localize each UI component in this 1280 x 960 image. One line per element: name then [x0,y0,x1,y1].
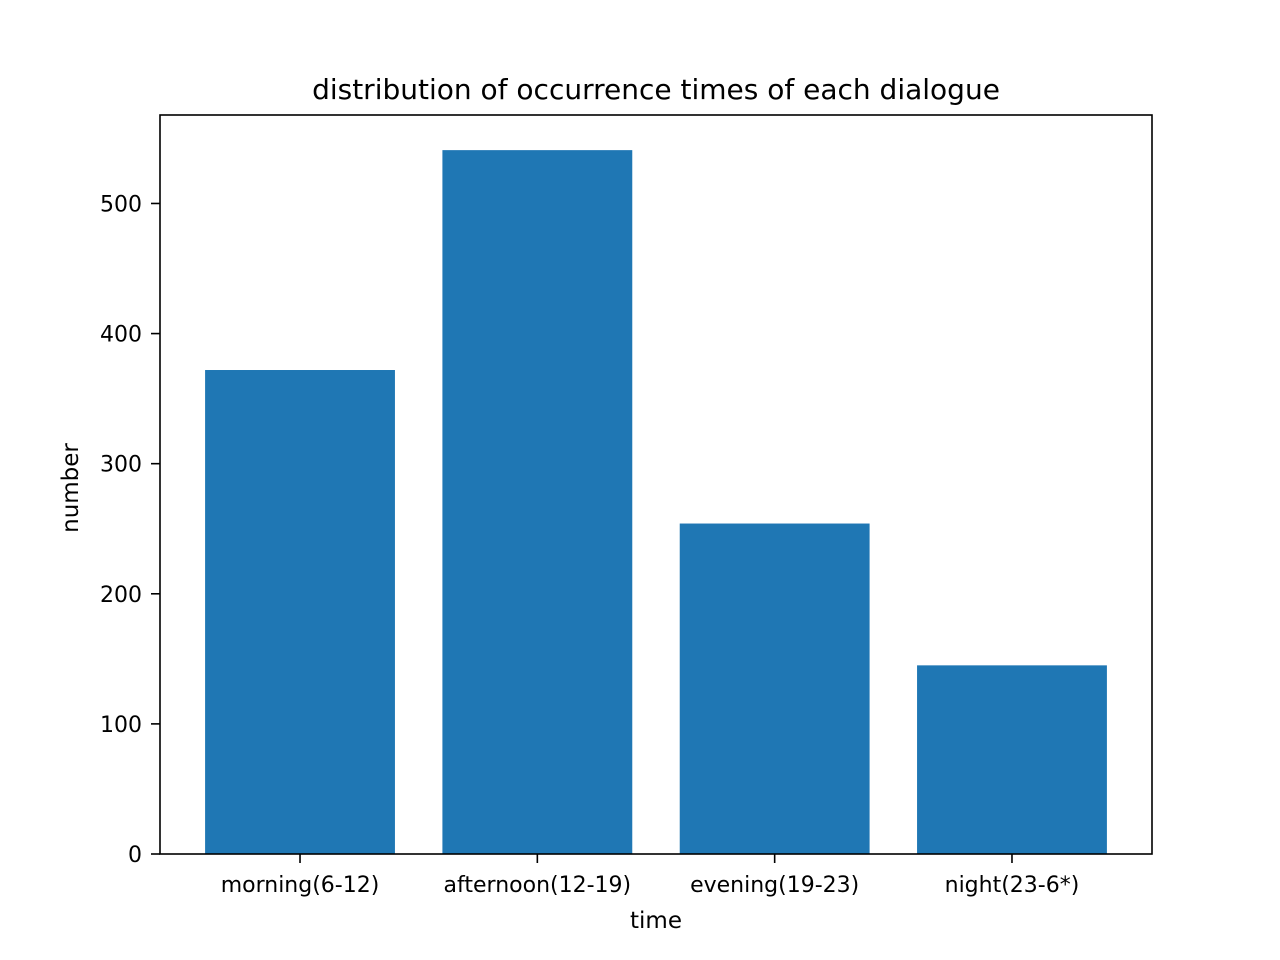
y-tick-label: 500 [100,192,142,217]
x-tick-label: afternoon(12-19) [444,873,632,898]
y-tick-label: 200 [100,583,142,608]
x-axis-label: time [630,908,682,934]
bar-morning-6-12 [205,370,395,854]
x-tick-label: morning(6-12) [221,873,380,898]
bar-evening-19-23 [679,523,870,854]
y-tick-label: 400 [100,323,142,348]
y-axis-label: number [58,443,84,533]
y-tick-label: 300 [100,453,142,478]
y-tick-label: 100 [100,713,142,738]
bars-layer [205,150,1107,854]
chart-title: distribution of occurrence times of each… [312,73,1000,106]
ticks-layer: morning(6-12) afternoon(12-19) evening(19-… [100,192,1079,898]
y-tick-label: 0 [128,843,142,868]
x-tick-label: evening(19-23) [690,873,859,898]
x-tick-label: night(23-6*) [945,873,1080,898]
plot-area-frame [159,114,1153,855]
bar-afternoon-12-19 [442,150,633,854]
bar-night-23-6 [917,665,1107,854]
